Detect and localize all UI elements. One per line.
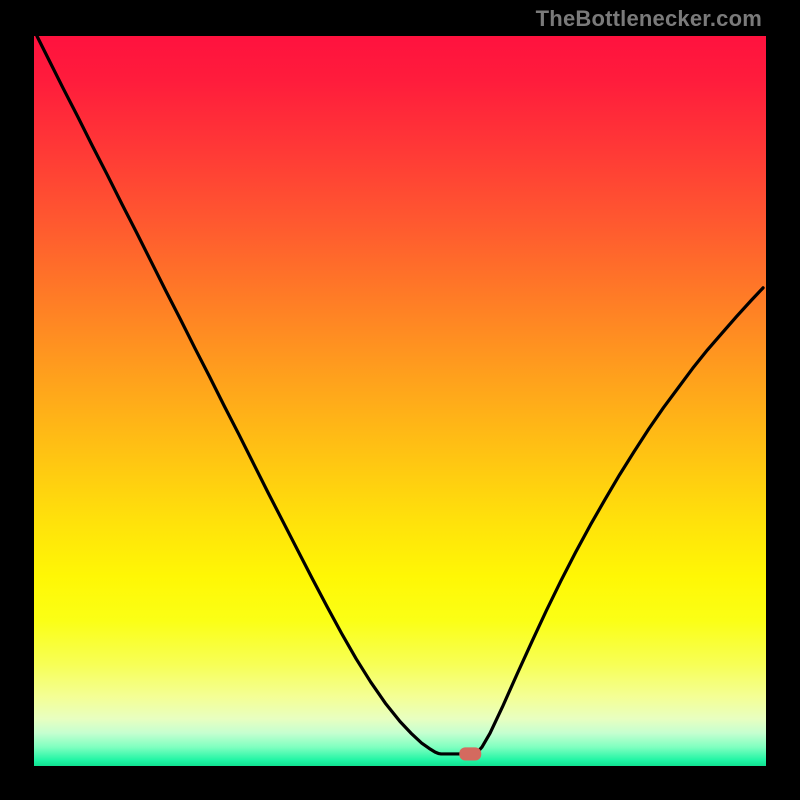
bottleneck-chart	[0, 0, 800, 800]
minimum-marker	[459, 747, 481, 760]
plot-background-gradient	[34, 36, 766, 766]
watermark-text: TheBottlenecker.com	[536, 6, 762, 32]
